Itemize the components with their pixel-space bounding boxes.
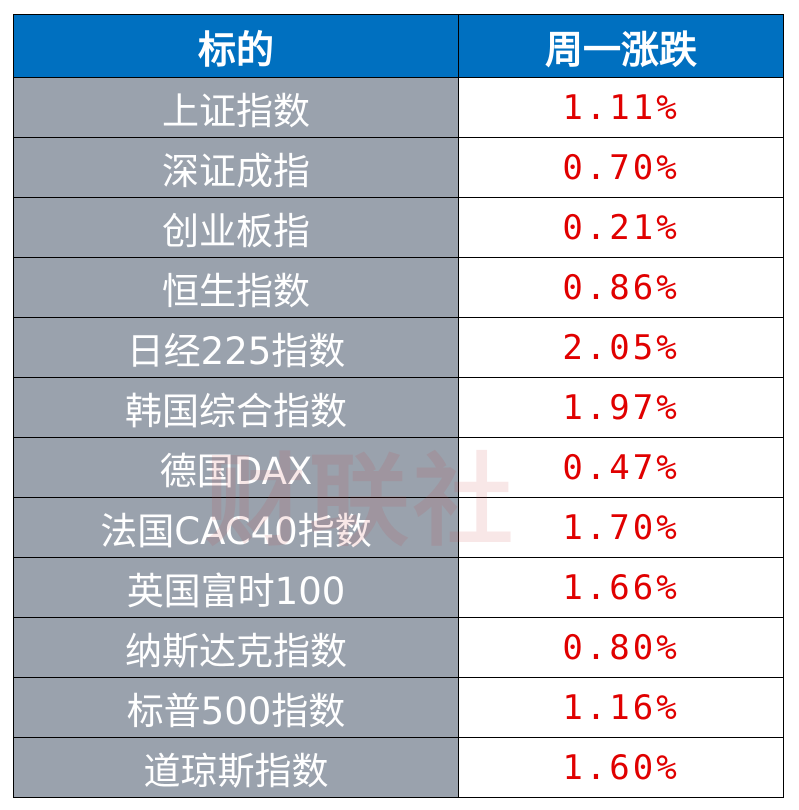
table-row: 创业板指 0.21% xyxy=(13,197,784,258)
weekly-change: 0.70% xyxy=(458,137,784,198)
header-cell: 标的 xyxy=(13,14,459,78)
index-name: 深证成指 xyxy=(13,137,459,198)
table-row: 深证成指 0.70% xyxy=(13,137,784,198)
index-name: 韩国综合指数 xyxy=(13,377,459,438)
index-name: 恒生指数 xyxy=(13,257,459,318)
weekly-change: 1.60% xyxy=(458,737,784,798)
index-name: 上证指数 xyxy=(13,77,459,138)
table-row: 上证指数 1.11% xyxy=(13,77,784,138)
weekly-change: 0.80% xyxy=(458,617,784,678)
table-row: 纳斯达克指数 0.80% xyxy=(13,617,784,678)
weekly-change: 2.05% xyxy=(458,317,784,378)
table-row: 标普500指数 1.16% xyxy=(13,677,784,738)
index-name: 英国富时100 xyxy=(13,557,459,618)
weekly-change: 1.66% xyxy=(458,557,784,618)
table-row: 德国DAX 0.47% xyxy=(13,437,784,498)
header-row: 标的 周一涨跌 xyxy=(13,14,784,78)
index-name: 德国DAX xyxy=(13,437,459,498)
weekly-change: 1.70% xyxy=(458,497,784,558)
table-row: 日经225指数 2.05% xyxy=(13,317,784,378)
table-row: 英国富时100 1.66% xyxy=(13,557,784,618)
index-name: 日经225指数 xyxy=(13,317,459,378)
weekly-change: 0.47% xyxy=(458,437,784,498)
index-name: 纳斯达克指数 xyxy=(13,617,459,678)
weekly-change: 1.11% xyxy=(458,77,784,138)
weekly-change: 0.21% xyxy=(458,197,784,258)
table-row: 道琼斯指数 1.60% xyxy=(13,737,784,798)
weekly-change: 1.16% xyxy=(458,677,784,738)
index-name: 道琼斯指数 xyxy=(13,737,459,798)
table-row: 恒生指数 0.86% xyxy=(13,257,784,318)
index-name: 创业板指 xyxy=(13,197,459,258)
data-table: 标的 周一涨跌 上证指数 1.11% 深证成指 0.70% 创业板指 0.21% 恒生指数 0… xyxy=(13,14,784,798)
table-row: 韩国综合指数 1.97% xyxy=(13,377,784,438)
header-cell: 周一涨跌 xyxy=(458,14,784,78)
index-name: 法国CAC40指数 xyxy=(13,497,459,558)
table-body: 上证指数 1.11% 深证成指 0.70% 创业板指 0.21% 恒生指数 0.86% 日经22… xyxy=(13,77,784,798)
index-name: 标普500指数 xyxy=(13,677,459,738)
table-row: 法国CAC40指数 1.70% xyxy=(13,497,784,558)
weekly-change: 1.97% xyxy=(458,377,784,438)
weekly-change: 0.86% xyxy=(458,257,784,318)
